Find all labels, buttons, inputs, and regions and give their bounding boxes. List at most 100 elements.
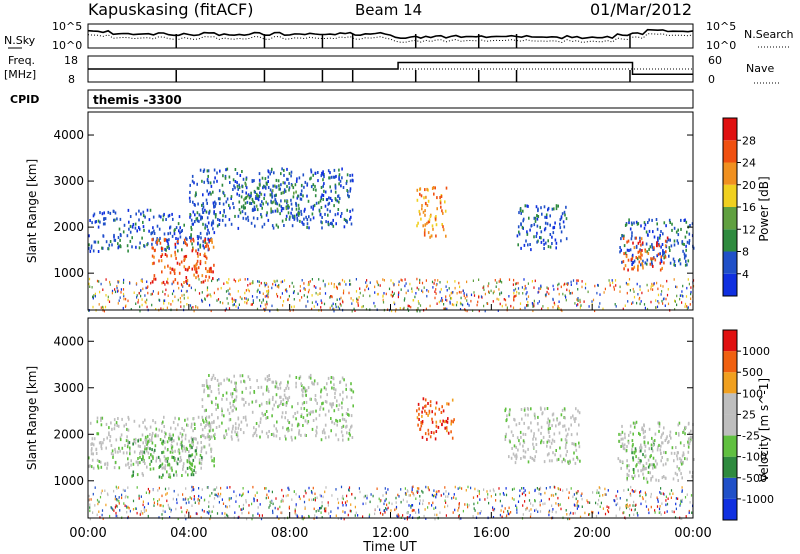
power-cell bbox=[442, 211, 444, 215]
velocity-cell bbox=[275, 385, 278, 389]
power-cell bbox=[298, 176, 301, 180]
velocity-cell bbox=[687, 442, 690, 446]
velocity-cell bbox=[295, 504, 297, 508]
power-cell bbox=[94, 220, 97, 224]
velocity-cell bbox=[355, 511, 357, 515]
power-cell bbox=[431, 224, 434, 228]
velocity-cell bbox=[404, 517, 406, 520]
velocity-cell bbox=[186, 459, 189, 463]
power-cell bbox=[337, 208, 340, 211]
power-cell bbox=[577, 297, 579, 300]
power-cell bbox=[658, 236, 661, 240]
velocity-cell bbox=[88, 494, 90, 498]
velocity-cell bbox=[501, 515, 503, 519]
velocity-cell bbox=[237, 417, 240, 421]
velocity-cell bbox=[155, 427, 158, 431]
power-cell bbox=[655, 299, 657, 302]
velocity-cell bbox=[124, 504, 126, 507]
velocity-cell bbox=[265, 416, 267, 420]
power-cell bbox=[390, 293, 392, 297]
power-cell bbox=[228, 218, 231, 222]
power-cell bbox=[251, 282, 253, 285]
velocity-cell bbox=[650, 505, 652, 509]
velocity-cell bbox=[142, 460, 145, 463]
power-cell bbox=[295, 201, 297, 205]
power-cell bbox=[168, 238, 170, 242]
power-cell bbox=[628, 218, 630, 222]
power-cell bbox=[530, 224, 532, 228]
power-cell bbox=[443, 303, 445, 306]
power-cell bbox=[98, 303, 100, 306]
power-cell bbox=[684, 235, 687, 239]
power-cell bbox=[260, 192, 263, 196]
velocity-cell bbox=[192, 458, 195, 462]
velocity-cell bbox=[519, 494, 521, 498]
velocity-cell bbox=[100, 447, 103, 451]
velocity-cell bbox=[231, 437, 233, 441]
velocity-cell bbox=[445, 514, 447, 517]
velocity-cell bbox=[211, 401, 213, 405]
velocity-cell bbox=[651, 449, 654, 453]
power-cell bbox=[224, 223, 227, 227]
velocity-cell bbox=[535, 450, 538, 454]
velocity-cell bbox=[321, 402, 323, 406]
velocity-cell bbox=[684, 496, 687, 499]
velocity-cell bbox=[451, 398, 454, 402]
power-cell bbox=[388, 287, 391, 291]
power-cell bbox=[525, 239, 527, 243]
velocity-cell bbox=[626, 503, 628, 506]
velocity-cell bbox=[247, 490, 249, 494]
velocity-cell bbox=[252, 485, 254, 489]
power-cell bbox=[194, 194, 197, 198]
velocity-cell bbox=[336, 399, 338, 403]
velocity-cell bbox=[687, 440, 689, 444]
velocity-cell bbox=[682, 451, 685, 455]
power-cell bbox=[407, 304, 409, 308]
velocity-cell bbox=[530, 508, 532, 511]
velocity-cell bbox=[408, 494, 410, 497]
velocity-cell bbox=[679, 457, 681, 461]
power-cell bbox=[104, 217, 107, 221]
power-cell bbox=[100, 306, 102, 309]
velocity-cell bbox=[435, 406, 437, 410]
power-cell bbox=[552, 298, 554, 302]
velocity-cell bbox=[572, 495, 574, 499]
power-cell bbox=[313, 203, 316, 207]
velocity-cell bbox=[691, 435, 693, 439]
velocity-cell bbox=[532, 445, 535, 449]
velocity-cell bbox=[314, 514, 316, 517]
power-cell bbox=[339, 297, 341, 301]
power-cell bbox=[348, 194, 350, 198]
velocity-cell bbox=[589, 501, 591, 504]
velocity-cell bbox=[172, 433, 174, 437]
velocity-cell bbox=[639, 459, 641, 462]
power-cell bbox=[219, 301, 221, 304]
velocity-cell bbox=[446, 402, 448, 406]
power-cell bbox=[202, 193, 204, 197]
power-cell bbox=[257, 288, 259, 292]
velocity-cell bbox=[178, 437, 180, 441]
velocity-cell bbox=[282, 402, 284, 406]
velocity-cell bbox=[417, 402, 420, 406]
velocity-cell bbox=[551, 424, 553, 428]
power-cell bbox=[150, 232, 152, 236]
power-cell bbox=[517, 243, 519, 247]
power-cell bbox=[665, 224, 667, 228]
velocity-cell bbox=[643, 442, 646, 446]
velocity-cell bbox=[228, 378, 230, 382]
velocity-cell bbox=[165, 457, 167, 461]
velocity-cell bbox=[659, 505, 661, 508]
power-cell bbox=[599, 302, 601, 305]
velocity-cell bbox=[185, 517, 187, 521]
power-cell bbox=[273, 194, 276, 198]
velocity-cell bbox=[474, 487, 476, 491]
power-cell bbox=[659, 233, 661, 237]
velocity-cell bbox=[131, 474, 133, 478]
velocity-cell bbox=[447, 431, 450, 435]
power-cell bbox=[204, 240, 207, 244]
velocity-cell bbox=[280, 381, 282, 385]
cpid-frame bbox=[87, 89, 694, 109]
power-cell bbox=[223, 282, 225, 285]
velocity-cell bbox=[190, 436, 193, 440]
power-cell bbox=[454, 280, 456, 283]
